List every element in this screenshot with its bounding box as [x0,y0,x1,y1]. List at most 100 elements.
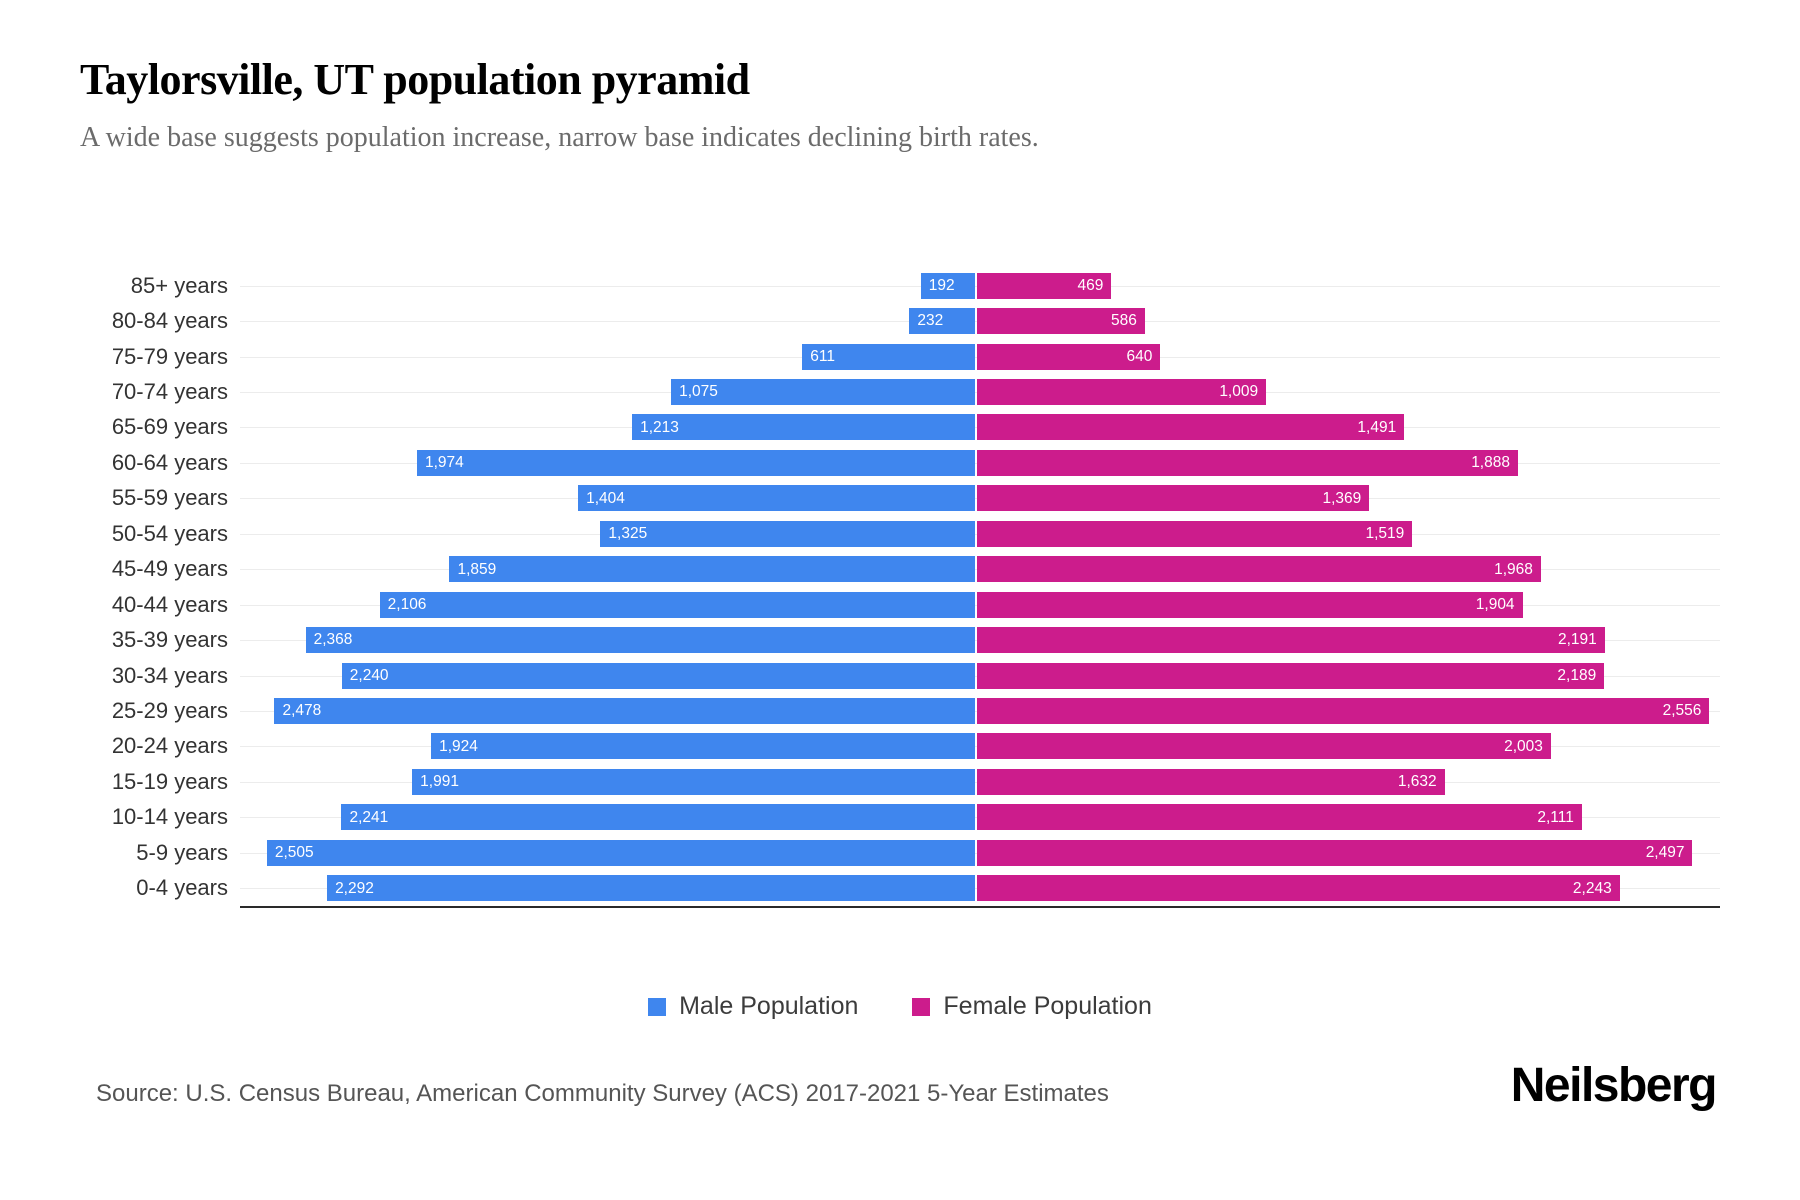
female-bar[interactable]: 1,968 [977,556,1541,583]
female-bar-value: 1,491 [1357,418,1397,436]
male-bar-value: 192 [928,276,955,294]
male-bar[interactable]: 2,505 [266,839,975,866]
female-bar[interactable]: 469 [977,272,1112,299]
male-bar[interactable]: 1,924 [431,733,975,760]
male-bar[interactable]: 1,404 [578,485,975,512]
category-label: 25-29 years [111,698,228,724]
female-bar[interactable]: 586 [977,308,1145,335]
category-label: 55-59 years [111,485,228,511]
chart-row: 20-24 years 1,924 2,003 [112,729,1720,764]
male-bar[interactable]: 611 [802,343,975,370]
chart-rows: 85+ years 192 469 80-84 years 232 586 75-79 ye… [112,268,1720,906]
male-bar[interactable]: 1,213 [632,414,975,441]
chart-baseline-axis [240,906,1720,908]
category-label: 40-44 years [111,591,228,617]
chart-row: 75-79 years 611 640 [112,339,1720,374]
chart-row: 30-34 years 2,240 2,189 [112,658,1720,693]
chart-plot-area: 85+ years 192 469 80-84 years 232 586 75-79 ye… [112,268,1720,906]
chart-legend: Male Population Female Population [0,992,1800,1021]
female-bar[interactable]: 640 [977,343,1161,370]
chart-row: 40-44 years 2,106 1,904 [112,587,1720,622]
category-label: 80-84 years [111,308,228,334]
legend-item-female[interactable]: Female Population [912,992,1152,1021]
female-bar-value: 1,888 [1471,454,1510,472]
female-bar[interactable]: 1,369 [977,485,1370,512]
chart-row: 65-69 years 1,213 1,491 [112,410,1720,445]
male-bar[interactable]: 1,859 [449,556,975,583]
female-bar-value: 586 [1111,312,1137,330]
male-bar-value: 1,991 [420,773,459,791]
female-bar[interactable]: 2,497 [977,839,1693,866]
female-bar[interactable]: 1,888 [977,449,1518,476]
category-label: 0-4 years [136,875,228,901]
category-label: 50-54 years [111,520,228,546]
female-bar-value: 2,497 [1645,844,1685,862]
male-bar-value: 1,859 [457,560,497,578]
female-bar[interactable]: 2,556 [977,698,1710,725]
male-bar[interactable]: 1,974 [416,449,975,476]
male-bar-value: 2,368 [313,631,353,649]
male-bar[interactable]: 2,368 [305,627,975,654]
female-bar-value: 469 [1077,276,1104,294]
female-bar-value: 2,243 [1572,879,1612,897]
female-bar[interactable]: 1,904 [977,591,1523,618]
female-bar[interactable]: 2,191 [977,627,1605,654]
male-bar[interactable]: 2,241 [341,804,975,831]
female-bar[interactable]: 1,009 [977,379,1267,406]
female-bar[interactable]: 1,632 [977,768,1445,795]
chart-row: 15-19 years 1,991 1,632 [112,764,1720,799]
male-bar[interactable]: 2,292 [327,875,975,902]
chart-row: 80-84 years 232 586 [112,303,1720,338]
male-bar-value: 232 [917,312,944,330]
female-bar-value: 2,189 [1557,666,1597,684]
chart-row: 85+ years 192 469 [131,268,1720,303]
brand-logo: Neilsberg [1510,1059,1718,1112]
category-label: 5-9 years [136,839,228,865]
chart-row: 35-39 years 2,368 2,191 [112,622,1720,657]
female-bar-value: 2,191 [1558,631,1597,649]
female-bar-value: 2,556 [1662,702,1702,720]
chart-row: 60-64 years 1,974 1,888 [112,445,1720,480]
male-bar[interactable]: 1,075 [671,379,975,406]
chart-row: 10-14 years 2,241 2,111 [112,800,1720,835]
category-label: 15-19 years [111,768,228,794]
female-swatch-icon [912,997,931,1016]
female-bar-value: 1,009 [1219,383,1259,401]
female-bar[interactable]: 2,189 [977,662,1605,689]
category-label: 30-34 years [111,662,228,688]
female-bar[interactable]: 2,243 [977,875,1620,902]
chart-row: 25-29 years 2,478 2,556 [112,693,1720,728]
legend-item-male[interactable]: Male Population [648,992,858,1021]
male-bar[interactable]: 192 [920,272,975,299]
legend-label-male: Male Population [679,992,859,1020]
category-label: 20-24 years [111,733,228,759]
female-bar-value: 2,111 [1537,808,1574,826]
male-bar[interactable]: 2,478 [274,698,975,725]
female-bar[interactable]: 2,111 [977,804,1582,831]
male-bar[interactable]: 1,325 [600,520,975,547]
chart-row: 5-9 years 2,505 2,497 [136,835,1720,870]
category-label: 35-39 years [111,627,228,653]
male-bar-value: 2,478 [282,702,322,720]
page-title: Taylorsville, UT population pyramid [80,55,750,104]
male-bar[interactable]: 232 [909,308,975,335]
male-bar-value: 1,404 [586,489,625,507]
female-bar[interactable]: 1,519 [977,520,1413,547]
category-label: 45-49 years [111,556,228,582]
male-bar[interactable]: 2,240 [341,662,975,689]
male-bar-value: 1,075 [679,383,718,401]
male-bar[interactable]: 2,106 [379,591,975,618]
male-bar-value: 2,505 [274,844,314,862]
source-note: Source: U.S. Census Bureau, American Com… [96,1080,1109,1107]
male-bar-value: 1,924 [439,737,478,755]
male-bar-value: 1,325 [608,525,648,543]
male-bar-value: 2,292 [335,879,374,897]
female-bar[interactable]: 2,003 [977,733,1551,760]
male-bar[interactable]: 1,991 [412,768,975,795]
female-bar[interactable]: 1,491 [977,414,1405,441]
chart-row: 0-4 years 2,292 2,243 [136,871,1720,906]
category-label: 10-14 years [111,804,228,830]
category-label: 75-79 years [111,343,228,369]
male-bar-value: 611 [810,347,835,365]
male-bar-value: 2,240 [349,666,389,684]
